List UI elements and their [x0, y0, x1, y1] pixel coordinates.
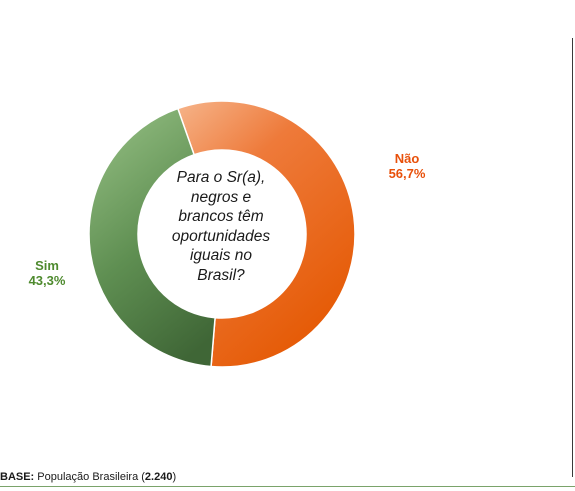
center-line: brancos têm — [178, 208, 264, 225]
base-close: ) — [172, 471, 177, 483]
divider-horizontal — [0, 486, 575, 487]
slice-sim — [88, 107, 216, 368]
data-label-sim: Sim 43,3% — [20, 258, 74, 288]
center-question: Para o Sr(a), negros e brancos têm oport… — [146, 168, 296, 285]
center-line: Para o Sr(a), — [176, 169, 266, 186]
slice-value-sim: 43,3% — [28, 273, 66, 288]
center-line: iguais no — [189, 247, 253, 264]
slice-value-nao: 56,7% — [388, 166, 426, 181]
slice-name-sim: Sim — [35, 258, 59, 273]
data-label-nao: Não 56,7% — [380, 151, 434, 181]
center-line: oportunidades — [171, 227, 271, 245]
base-text: População Brasileira ( — [34, 471, 145, 483]
center-line: Brasil? — [197, 266, 245, 284]
divider-vertical — [572, 38, 573, 477]
base-label: BASE: — [0, 471, 35, 483]
slice-nao — [176, 100, 356, 368]
footer-base: BASE: População Brasileira (2.240) — [0, 471, 176, 483]
base-value: 2.240 — [144, 471, 173, 483]
slice-name-nao: Não — [394, 151, 420, 166]
center-line: negros e — [190, 188, 252, 206]
